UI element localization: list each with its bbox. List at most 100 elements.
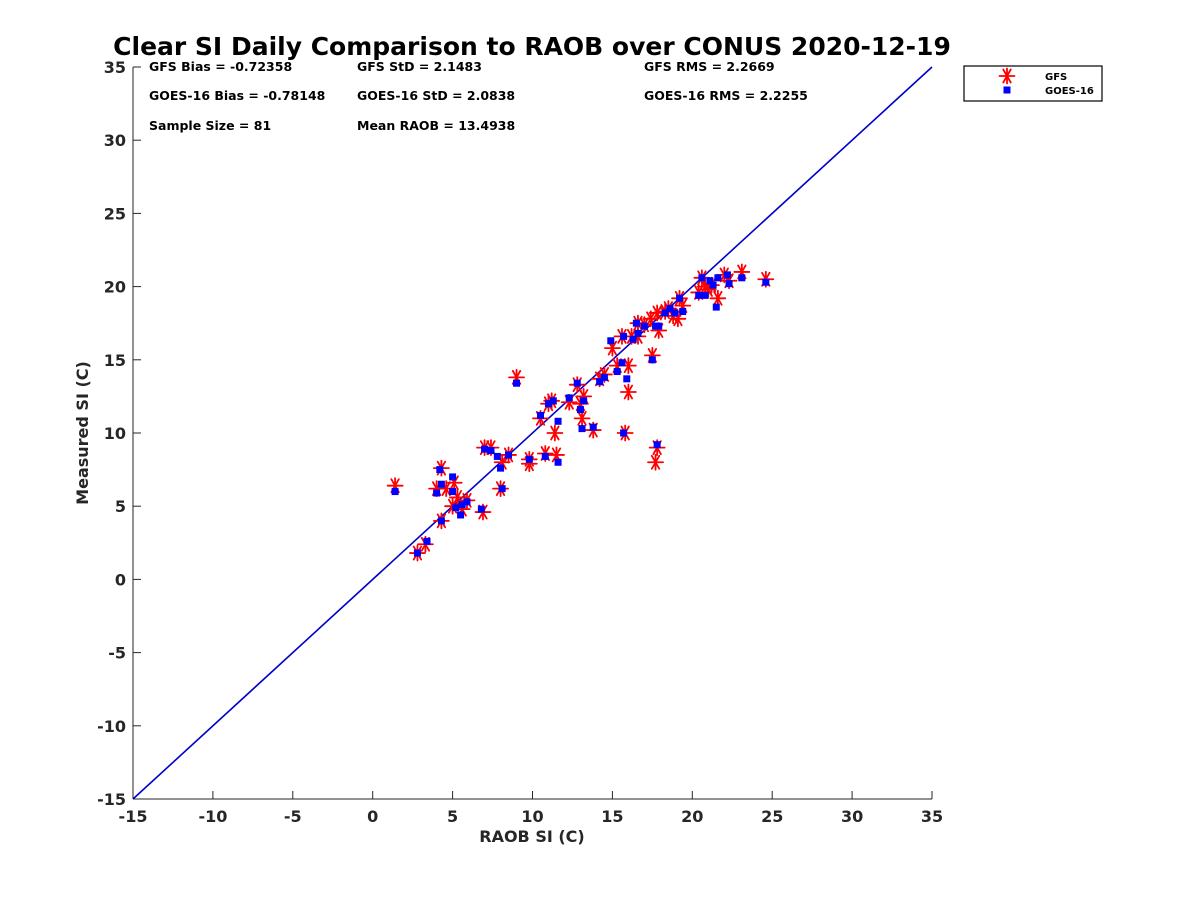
goes16-point [452, 504, 460, 512]
legend-goes16-marker [1003, 86, 1011, 94]
legend-gfs-marker [998, 67, 1016, 85]
goes16-point [600, 373, 608, 381]
goes16-point [671, 309, 679, 317]
goes16-point [632, 319, 640, 327]
legend: GFS GOES-16 [963, 65, 1103, 102]
x-tick-label: 0 [367, 807, 378, 826]
goes16-point [497, 464, 505, 472]
legend-gfs-label: GFS [1045, 72, 1067, 83]
x-tick-label: 20 [681, 807, 703, 826]
y-axis-label: Measured SI (C) [73, 361, 92, 505]
goes16-point [449, 488, 457, 496]
goes16-point [648, 356, 656, 364]
y-tick-label: -10 [97, 717, 126, 736]
gfs-point [648, 304, 666, 322]
stat-text: GOES-16 Bias = -0.78148 [149, 88, 325, 103]
gfs-point [647, 453, 664, 471]
goes16-point [493, 452, 501, 460]
goes16-point [549, 397, 557, 405]
goes16-point [437, 480, 445, 488]
goes16-point [580, 397, 588, 405]
goes16-point [463, 498, 471, 506]
goes16-point [723, 271, 731, 279]
goes16-point [679, 307, 687, 315]
goes16-point [607, 337, 615, 345]
goes16-point [613, 368, 621, 376]
goes16-point [596, 378, 604, 386]
goes16-point [413, 549, 421, 557]
x-tick-label: 30 [841, 807, 863, 826]
stat-text: Sample Size = 81 [149, 118, 271, 133]
x-tick-label: -15 [119, 807, 148, 826]
goes16-point [505, 451, 513, 459]
goes16-point [623, 375, 631, 383]
goes16-point [676, 294, 684, 302]
goes16-point [554, 417, 562, 425]
gfs-point [619, 383, 637, 401]
stats-block: GFS Bias = -0.72358 GFS StD = 2.1483 GFS R… [149, 59, 808, 133]
goes16-point [423, 537, 431, 545]
goes16-point [589, 423, 597, 431]
gfs-point [709, 289, 727, 307]
gfs-point [573, 409, 591, 427]
goes16-point [709, 281, 717, 289]
goes16-point [498, 485, 506, 493]
goes16-point [620, 429, 628, 437]
goes16-point [565, 394, 573, 402]
goes16-point [578, 425, 586, 433]
stat-text: GOES-16 RMS = 2.2255 [644, 88, 808, 103]
goes16-point [573, 379, 581, 387]
goes16-point [725, 280, 733, 288]
x-tick-label: 25 [761, 807, 783, 826]
y-tick-label: 25 [104, 204, 126, 223]
y-tick-label: 0 [115, 570, 126, 589]
goes16-point [634, 329, 642, 337]
goes16-point [436, 466, 444, 474]
goes16-point [554, 458, 562, 466]
goes16-point [458, 501, 466, 509]
goes16-point [701, 291, 709, 299]
x-tick-label: 35 [921, 807, 943, 826]
y-tick-label: 10 [104, 424, 126, 443]
one-to-one-line [132, 66, 933, 800]
goes16-point [449, 473, 457, 481]
y-tick-label: 20 [104, 278, 126, 297]
series-goes16 [391, 271, 770, 557]
goes16-point [762, 278, 770, 286]
goes16-point [738, 274, 746, 282]
legend-goes16-label: GOES-16 [1045, 86, 1094, 97]
goes16-point [698, 274, 706, 282]
goes16-point [629, 335, 637, 343]
x-tick-label: 10 [521, 807, 543, 826]
stat-text: GOES-16 StD = 2.0838 [357, 88, 515, 103]
goes16-point [513, 379, 521, 387]
goes16-point [391, 488, 399, 496]
goes16-point [653, 441, 661, 449]
x-tick-label: 15 [601, 807, 623, 826]
goes16-point [695, 291, 703, 299]
goes16-point [706, 277, 714, 285]
goes16-point [666, 305, 674, 313]
goes16-point [525, 455, 533, 463]
goes16-point [661, 309, 669, 317]
goes16-point [457, 511, 465, 519]
stat-text: GFS StD = 2.1483 [357, 59, 482, 74]
chart-title: Clear SI Daily Comparison to RAOB over C… [113, 32, 951, 61]
goes16-point [544, 400, 552, 408]
stat-text: Mean RAOB = 13.4938 [357, 118, 515, 133]
goes16-point [618, 359, 626, 367]
stat-text: GFS Bias = -0.72358 [149, 59, 292, 74]
goes16-point [712, 303, 720, 311]
goes16-point [487, 447, 495, 455]
y-tick-label: -15 [97, 790, 126, 809]
legend-box [963, 65, 1103, 102]
x-tick-label: 5 [447, 807, 458, 826]
x-axis-label: RAOB SI (C) [479, 827, 584, 846]
goes16-point [620, 332, 628, 340]
y-tick-label: 5 [115, 497, 126, 516]
goes16-point [576, 406, 584, 414]
gfs-point [546, 424, 564, 442]
x-tick-label: -10 [198, 807, 227, 826]
goes16-point [481, 445, 489, 453]
reference-line-group [132, 66, 933, 800]
